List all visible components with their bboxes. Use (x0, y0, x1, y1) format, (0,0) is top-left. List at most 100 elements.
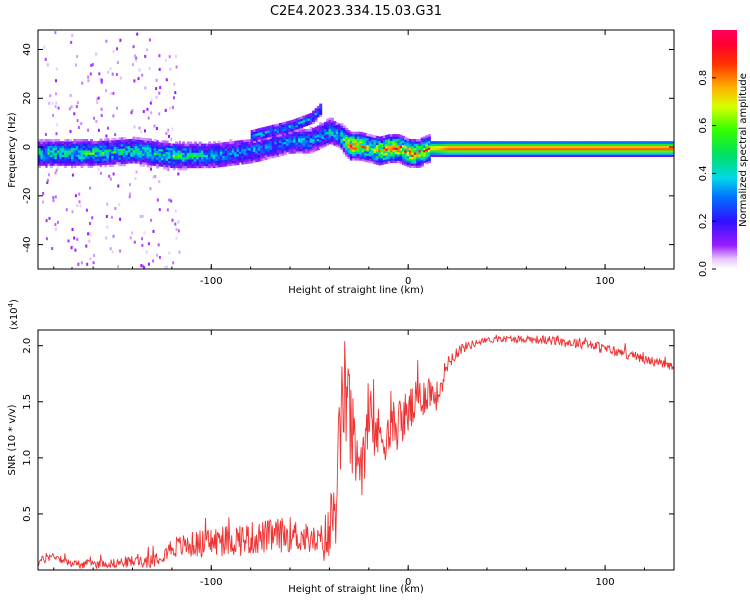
spectral-ridge-cell (198, 141, 202, 145)
spectral-ridge-cell (432, 150, 436, 153)
spectral-ridge-cell (125, 154, 129, 158)
spectral-ridge-cell (442, 152, 445, 155)
spectral-ridge-cell (331, 139, 334, 143)
spectral-ridge-cell (340, 134, 344, 137)
spectral-noise-mark (174, 209, 177, 213)
spectral-ridge-cell (423, 149, 427, 153)
spectral-ridge-cell (38, 161, 41, 164)
spectral-ridge-cell (85, 147, 89, 151)
spectral-ridge-cell (399, 139, 403, 142)
spectral-ridge-cell (189, 152, 193, 155)
spectral-ridge-cell (75, 158, 79, 162)
spectral-ridge-cell (491, 150, 495, 153)
spectral-ridge-cell (56, 150, 60, 153)
spectral-ridge-cell (411, 150, 415, 153)
spectral-ridge-cell (338, 134, 342, 138)
spectral-ridge-cell (234, 145, 238, 148)
spectral-ridge-cell (104, 140, 108, 144)
spectral-ridge-cell (323, 133, 327, 136)
spectral-branch-cell (260, 136, 264, 139)
spectral-ridge-cell (387, 143, 391, 146)
spectral-ridge-cell (267, 139, 271, 142)
spectral-ridge-cell (366, 142, 370, 145)
spectral-ridge-cell (352, 151, 356, 155)
spectral-ridge-cell (231, 145, 235, 149)
spectral-ridge-cell (297, 148, 301, 152)
spectral-ridge-cell (165, 142, 169, 146)
spectral-ridge-cell (316, 143, 320, 146)
spectral-ridge-cell (163, 166, 167, 170)
spectral-ridge-cell (92, 141, 96, 144)
spectral-ridge-cell (47, 158, 51, 162)
spectral-ridge-cell (642, 150, 646, 153)
spectral-ridge-cell (494, 145, 497, 149)
spectral-ridge-cell (380, 140, 384, 144)
spectral-ridge-cell (650, 141, 653, 144)
spectral-ridge-cell (222, 159, 226, 163)
spectral-ridge-cell (101, 156, 105, 159)
spectral-ridge-cell (349, 144, 353, 148)
spectral-ridge-cell (541, 141, 545, 144)
spectral-ridge-cell (262, 138, 266, 141)
spectral-ridge-cell (368, 142, 372, 146)
spectral-ridge-cell (595, 141, 599, 144)
spectral-ridge-cell (116, 146, 119, 149)
spectral-ridge-cell (345, 147, 349, 151)
spectral-ridge-cell (255, 148, 259, 152)
spectral-ridge-cell (231, 152, 235, 155)
spectral-noise-mark (119, 217, 122, 221)
spectral-branch-cell (293, 123, 297, 127)
spectral-ridge-cell (208, 150, 212, 153)
spectral-ridge-cell (113, 137, 117, 141)
spectral-noise-mark (91, 63, 94, 67)
spectral-ridge-cell (54, 161, 58, 164)
spectral-ridge-cell (614, 145, 618, 149)
spectral-ridge-cell (628, 154, 632, 157)
spectral-ridge-cell (491, 143, 495, 146)
spectral-ridge-cell (383, 159, 386, 163)
spectral-ridge-cell (354, 158, 358, 161)
spectral-ridge-cell (375, 146, 379, 150)
spectral-ridge-cell (222, 162, 226, 165)
spectral-ridge-cell (385, 154, 389, 158)
spectral-branch-cell (290, 126, 294, 130)
spectral-ridge-cell (390, 136, 394, 139)
spectral-ridge-cell (453, 152, 457, 155)
spectral-ridge-cell (113, 150, 117, 154)
spectral-ridge-cell (548, 143, 552, 146)
spectral-ridge-cell (160, 151, 164, 154)
spectral-ridge-cell (196, 154, 200, 158)
spectral-ridge-cell (470, 141, 474, 144)
spectral-branch-cell (307, 116, 311, 119)
spectral-ridge-cell (349, 136, 353, 139)
spectral-ridge-cell (375, 160, 379, 163)
spectral-noise-mark (165, 132, 168, 135)
spectral-ridge-cell (404, 143, 408, 147)
spectral-ridge-cell (446, 147, 450, 151)
spectral-ridge-cell (614, 141, 618, 144)
spectral-ridge-cell (149, 147, 153, 150)
spectral-ridge-cell (446, 143, 450, 146)
spectral-ridge-cell (614, 150, 618, 153)
spectral-ridge-cell (503, 147, 507, 151)
spectral-ridge-cell (364, 137, 368, 140)
spectral-branch-cell (295, 118, 299, 121)
spectral-ridge-cell (52, 156, 56, 160)
spectral-ridge-cell (61, 152, 65, 155)
spectral-ridge-cell (536, 145, 540, 149)
spectral-ridge-cell (645, 150, 649, 153)
spectral-noise-mark (149, 101, 152, 105)
spectral-ridge-cell (494, 147, 497, 151)
spectral-ridge-cell (179, 154, 183, 158)
spectral-ridge-cell (432, 141, 436, 144)
spectral-ridge-cell (134, 161, 138, 164)
spectral-ridge-cell (385, 152, 389, 156)
spectral-ridge-cell (435, 150, 438, 153)
spectral-ridge-cell (406, 140, 410, 143)
spectral-ridge-cell (68, 141, 72, 144)
spectral-ridge-cell (517, 154, 521, 157)
spectral-ridge-cell (82, 161, 86, 164)
spectral-ridge-cell (456, 143, 460, 146)
spectral-ridge-cell (59, 158, 63, 162)
spectral-ridge-cell (179, 163, 183, 166)
